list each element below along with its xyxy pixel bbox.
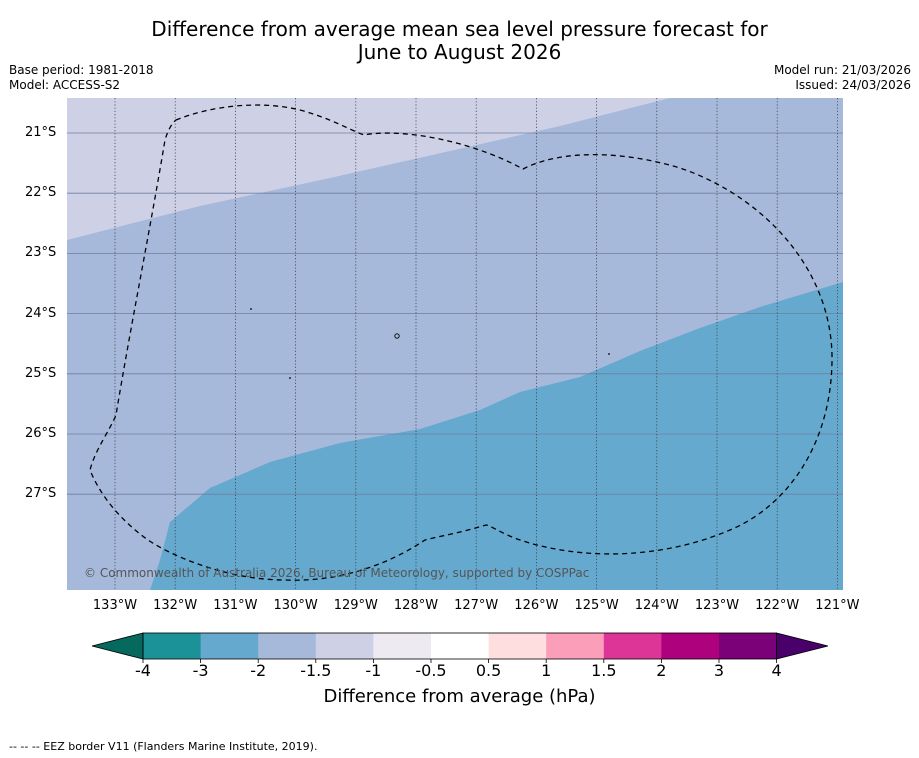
colorbar-tick-label: 2 <box>656 661 667 680</box>
colorbar-segment <box>431 633 490 659</box>
colorbar-segment <box>719 633 778 659</box>
map-field <box>67 98 843 590</box>
issued-date: Issued: 24/03/2026 <box>795 78 911 92</box>
lon-label: 129°W <box>333 598 378 613</box>
meta-left: Base period: 1981-2018 Model: ACCESS-S2 <box>9 63 154 93</box>
model-run: Model run: 21/03/2026 <box>773 63 911 77</box>
colorbar-segment <box>258 633 317 659</box>
lon-label: 131°W <box>213 598 258 613</box>
colorbar-tick-label: 1.5 <box>591 661 617 680</box>
colorbar-segment <box>315 633 374 659</box>
colorbar-tick-label: 1 <box>541 661 552 680</box>
colorbar-segment <box>546 633 605 659</box>
field-band-dark <box>150 282 843 590</box>
colorbar-low-extend <box>91 632 144 660</box>
colorbar <box>91 632 829 663</box>
lat-label: 21°S <box>25 125 57 140</box>
lon-label: 122°W <box>755 598 800 613</box>
lon-label: 126°W <box>514 598 559 613</box>
title-line-1: Difference from average mean sea level p… <box>151 17 768 41</box>
colorbar-tick-label: 3 <box>713 661 725 680</box>
lat-label: 23°S <box>25 245 57 261</box>
eez-footer-note: -- -- -- EEZ border V11 (Flanders Marine… <box>9 740 318 753</box>
lon-label: 125°W <box>574 598 619 613</box>
colorbar-tick-label: -1.5 <box>300 661 332 680</box>
model-name: Model: ACCESS-S2 <box>9 78 121 92</box>
lon-label: 133°W <box>92 598 138 613</box>
lat-label: 27°S <box>25 486 57 502</box>
island-mark <box>250 308 252 310</box>
base-period: Base period: 1981-2018 <box>9 63 154 77</box>
colorbar-tick-label: -4 <box>135 661 151 680</box>
title-line-2: June to August 2026 <box>357 40 562 64</box>
lon-label: 121°W <box>815 598 860 613</box>
colorbar-high-extend <box>776 632 829 660</box>
colorbar-segment <box>373 633 432 659</box>
meta-right: Model run: 21/03/2026 Issued: 24/03/2026 <box>774 63 911 93</box>
colorbar-segment <box>603 633 662 659</box>
lon-label: 124°W <box>634 598 679 613</box>
colorbar-segment <box>200 633 259 659</box>
map-title: Difference from average mean sea level p… <box>0 18 919 64</box>
lat-label: 26°S <box>25 426 57 441</box>
lon-label: 128°W <box>393 598 439 613</box>
lon-label: 127°W <box>454 598 499 613</box>
lon-label: 130°W <box>273 598 318 613</box>
colorbar-tick-label: 0.5 <box>475 661 502 680</box>
map-gridlines <box>67 98 843 590</box>
colorbar-tick-label: -2 <box>250 661 267 680</box>
lat-label: 25°S <box>25 365 57 381</box>
lon-label: 132°W <box>153 598 198 613</box>
colorbar-tick-label: -0.5 <box>415 661 447 680</box>
island-mark <box>394 333 400 339</box>
colorbar-segment <box>488 633 547 659</box>
colorbar-tick-label: 4 <box>771 661 782 680</box>
lon-label: 123°W <box>694 598 740 613</box>
colorbar-title: Difference from average (hPa) <box>323 686 596 707</box>
island-mark <box>608 353 610 355</box>
lat-label: 24°S <box>25 305 57 321</box>
colorbar-segment <box>661 633 720 659</box>
colorbar-segment <box>143 633 202 659</box>
copyright-text: © Commonwealth of Australia 2026, Bureau… <box>84 566 590 580</box>
lat-label: 22°S <box>25 185 57 201</box>
colorbar-outline <box>142 632 777 660</box>
colorbar-tick-label: -3 <box>192 661 209 680</box>
island-mark <box>289 377 291 379</box>
island-markers <box>250 308 610 379</box>
colorbar-tick-label: -1 <box>365 661 382 680</box>
